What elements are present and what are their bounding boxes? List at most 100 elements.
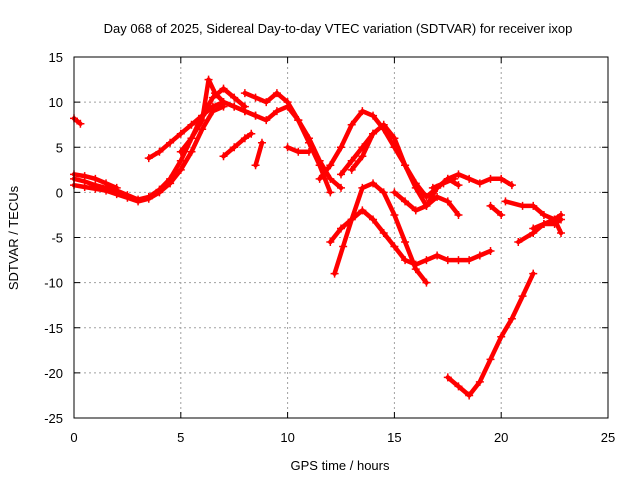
y-tick-label: -10 <box>44 276 63 291</box>
x-tick-label: 0 <box>70 430 77 445</box>
data-point <box>339 242 348 251</box>
series-line <box>445 271 536 398</box>
data-point <box>390 242 399 251</box>
data-point <box>514 238 523 247</box>
data-point <box>422 201 431 210</box>
data-point <box>557 215 566 224</box>
data-point <box>187 147 196 156</box>
data-point <box>240 107 249 116</box>
data-point <box>337 183 345 192</box>
data-point <box>176 147 185 156</box>
data-point <box>240 134 249 143</box>
data-point <box>198 125 207 134</box>
grid-lines <box>74 57 608 418</box>
y-tick-label: -25 <box>44 411 63 426</box>
data-point <box>144 154 153 163</box>
data-point <box>230 102 239 111</box>
data-point <box>369 111 378 120</box>
data-point <box>428 183 437 192</box>
x-tick-label: 5 <box>177 430 184 445</box>
data-point <box>102 179 111 188</box>
data-point <box>347 215 356 224</box>
data-point <box>187 120 196 129</box>
y-tick-label: -5 <box>51 231 63 246</box>
data-point <box>454 382 463 391</box>
y-tick-labels: 15 10 5 0 -5 -10 -15 -20 -25 <box>44 50 63 426</box>
data-point <box>304 147 313 156</box>
data-point <box>198 116 207 125</box>
data-point <box>454 170 463 179</box>
data-point <box>358 152 367 161</box>
data-point <box>486 355 495 364</box>
data-point <box>411 183 420 192</box>
data-point <box>337 224 345 233</box>
data-point <box>454 256 463 265</box>
data-point <box>358 107 367 116</box>
data-point <box>475 179 484 188</box>
series-arc-23 <box>529 215 566 233</box>
data-point <box>240 89 249 98</box>
data-point <box>411 265 420 274</box>
data-point <box>102 186 111 195</box>
data-point <box>257 138 266 147</box>
data-point <box>294 147 303 156</box>
data-point <box>251 161 260 170</box>
data-point <box>144 194 153 203</box>
y-tick-label: 15 <box>49 50 63 65</box>
data-point <box>326 238 335 247</box>
data-point <box>204 75 213 84</box>
x-tick-label: 15 <box>387 430 401 445</box>
data-point <box>208 93 217 102</box>
x-axis-label: GPS time / hours <box>291 458 390 473</box>
data-point <box>326 161 335 170</box>
axis-ticks <box>73 56 609 419</box>
data-point <box>390 210 399 219</box>
series-line <box>328 208 493 267</box>
data-point <box>550 219 559 228</box>
data-point <box>283 143 292 152</box>
data-point <box>529 201 538 210</box>
data-point <box>80 172 89 181</box>
series-arc-4 <box>70 170 121 192</box>
y-tick-label: 0 <box>56 185 63 200</box>
data-point <box>91 174 100 183</box>
data-point <box>401 197 410 206</box>
data-point <box>507 181 516 190</box>
series-line <box>146 86 248 161</box>
data-point <box>401 256 410 265</box>
data-point <box>557 228 566 237</box>
data-point <box>219 84 228 93</box>
data-point <box>155 188 164 197</box>
data-point <box>369 129 378 138</box>
data-point <box>379 188 388 197</box>
data-point <box>247 129 256 138</box>
series-arc-6 <box>176 75 260 156</box>
data-point <box>176 156 185 165</box>
series-line <box>221 131 254 159</box>
series-group <box>70 75 566 400</box>
data-point <box>390 134 399 143</box>
y-tick-label: 10 <box>49 95 63 110</box>
data-point <box>251 93 260 102</box>
data-point <box>283 102 292 111</box>
series-line <box>253 140 265 168</box>
data-point <box>230 143 239 152</box>
data-point <box>401 161 410 170</box>
series-line <box>332 181 429 285</box>
data-point <box>497 174 506 183</box>
series-arc-19 <box>443 269 538 400</box>
data-point <box>347 165 356 174</box>
data-point <box>315 174 324 183</box>
y-tick-label: -20 <box>44 366 63 381</box>
data-point <box>219 152 228 161</box>
data-point <box>390 188 399 197</box>
data-point <box>443 373 452 382</box>
data-point <box>166 179 175 188</box>
data-point <box>539 210 548 219</box>
data-point <box>347 120 356 129</box>
x-tick-label: 25 <box>601 430 615 445</box>
data-point <box>379 120 388 129</box>
data-point <box>443 197 452 206</box>
data-point <box>486 201 495 210</box>
